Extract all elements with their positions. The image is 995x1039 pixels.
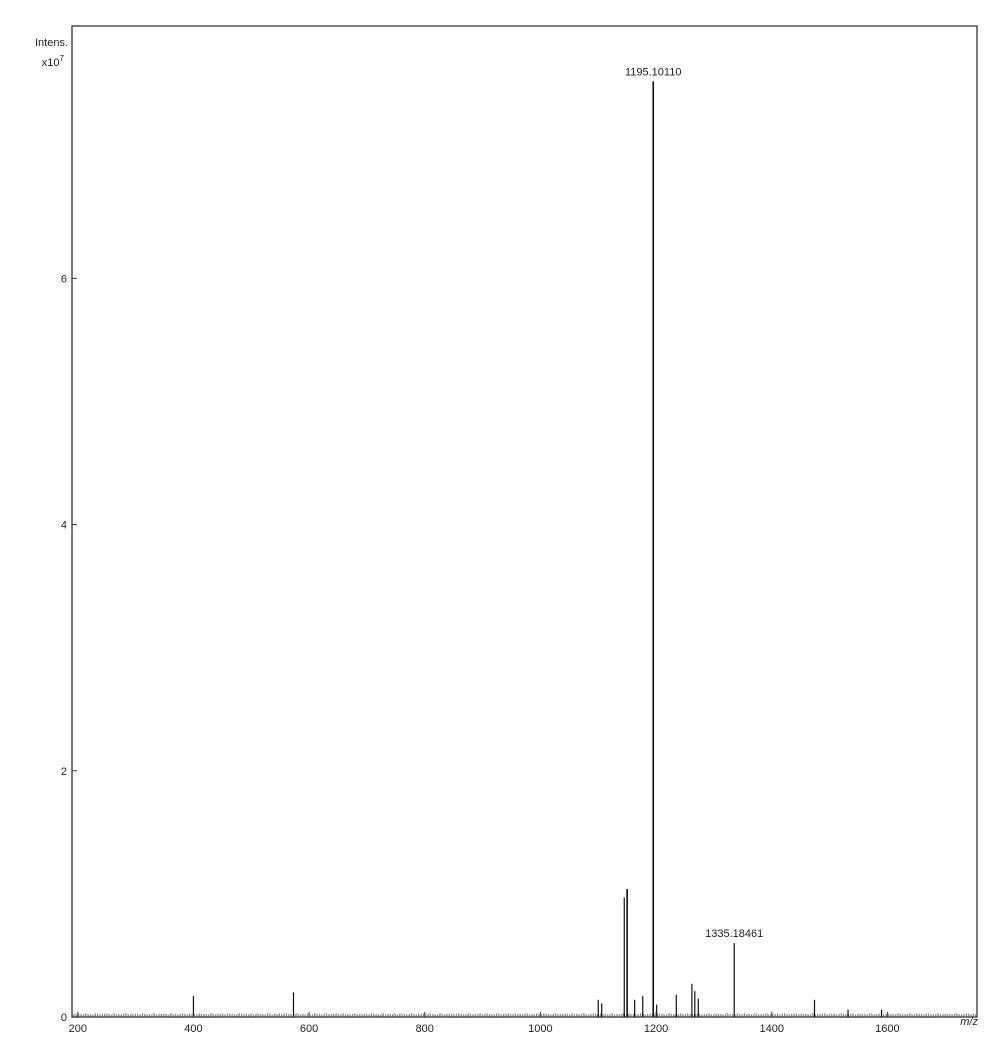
x-axis-label: m/z — [960, 1016, 978, 1028]
plot-frame — [71, 25, 978, 1018]
annotations-group: 1195.10110 1335.18461 — [625, 66, 763, 940]
y-axis-label: Intens. — [35, 37, 68, 49]
x-tick-label: 600 — [300, 1023, 318, 1035]
x-tick-label: 800 — [416, 1023, 434, 1035]
x-tick-label: 400 — [184, 1023, 202, 1035]
y-tick-label: 6 — [61, 273, 67, 285]
peaks-group — [72, 81, 976, 1017]
y-tick-label: 4 — [61, 520, 67, 532]
y-axis-multiplier: x107 — [42, 54, 65, 69]
x-tick-label: 200 — [69, 1023, 87, 1035]
ticks-group: 200 400 600 800 1000 1200 1400 1600 0 2 4 6 — [61, 273, 900, 1035]
x-tick-label: 1200 — [644, 1023, 668, 1035]
y-tick-label: 2 — [61, 766, 67, 778]
peak-annotation: 1335.18461 — [705, 928, 763, 940]
y-tick-label: 0 — [61, 1012, 67, 1024]
peak-annotation: 1195.10110 — [625, 66, 681, 78]
baseline-noise — [72, 1013, 976, 1017]
x-tick-label: 1400 — [759, 1023, 783, 1035]
x-tick-label: 1000 — [528, 1023, 552, 1035]
x-tick-label: 1600 — [875, 1023, 899, 1035]
